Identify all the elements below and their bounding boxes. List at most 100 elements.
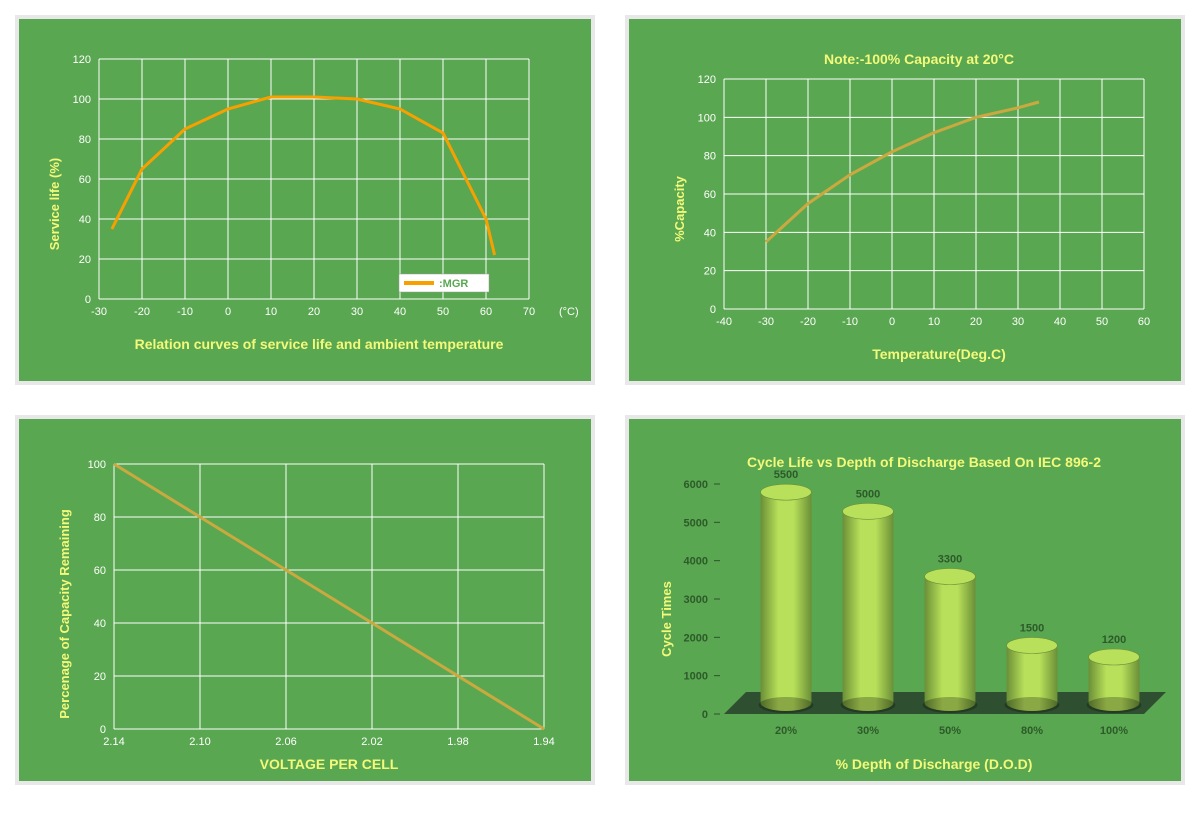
chart2-ylabel: %Capacity [672,175,687,242]
svg-text:20: 20 [970,316,982,328]
svg-text:-10: -10 [177,306,193,318]
svg-text:80: 80 [704,151,716,163]
svg-text:2.06: 2.06 [275,736,296,748]
svg-text:100: 100 [698,112,716,124]
chart1-plot-area: :MGR -30-20-10010203040506070 0204060801… [73,54,579,318]
chart4-xlabel: % Depth of Discharge (D.O.D) [836,756,1033,772]
svg-text:20: 20 [79,254,91,266]
chart-capacity-voltage: Percenage of Capacity Remaining 2.14 2.10… [15,415,595,785]
svg-text:-30: -30 [91,306,107,318]
svg-text:40: 40 [394,306,406,318]
svg-text:1500: 1500 [1020,623,1044,635]
svg-text:40: 40 [94,618,106,630]
svg-text:100%: 100% [1100,725,1128,737]
svg-text:80: 80 [94,512,106,524]
chart2-grid [724,79,1144,309]
chart2-yticks: 0 20 40 60 80 100 120 [698,74,716,316]
chart3-xlabel: VOLTAGE PER CELL [260,756,399,772]
svg-text:0: 0 [710,304,716,316]
chart2-xlabel: Temperature(Deg.C) [872,346,1006,362]
chart4-yticks: 0 1000 2000 3000 4000 5000 6000 [684,479,720,721]
svg-text:0: 0 [100,724,106,736]
svg-text:60: 60 [480,306,492,318]
svg-text:50: 50 [1096,316,1108,328]
svg-text:-20: -20 [134,306,150,318]
svg-text:30: 30 [1012,316,1024,328]
chart1-legend-label: :MGR [439,278,468,290]
svg-text:120: 120 [73,54,91,66]
chart3-yticks: 0 20 40 60 80 100 [88,459,106,736]
svg-text:-20: -20 [800,316,816,328]
svg-text:1.94: 1.94 [533,736,554,748]
chart4-bars: 5500 5000 3300 1500 1200 [759,469,1142,713]
svg-text:5500: 5500 [774,469,798,481]
chart3-svg: Percenage of Capacity Remaining 2.14 2.10… [39,439,579,779]
chart4-plot-area: 5500 5000 3300 1500 1200 0 1000 2000 3000 4000 50… [684,469,1166,737]
chart4-title: Cycle Life vs Depth of Discharge Based O… [747,454,1101,470]
chart1-svg: Service life (%) :MGR -30 -20 -10 0 10 20 30 40… [39,39,579,379]
chart2-xticks: -40 -30 -20 -10 0 10 20 30 40 50 60 [716,316,1150,328]
svg-text:-10: -10 [842,316,858,328]
chart-capacity-temp: Note:-100% Capacity at 20°C %Capacity -4… [625,15,1185,385]
svg-text:6000: 6000 [684,479,708,491]
svg-text:60: 60 [1138,316,1150,328]
chart1-yticks: 0 20 40 60 80 100 120 [73,54,91,306]
svg-text:10: 10 [265,306,277,318]
svg-text:40: 40 [79,214,91,226]
svg-text:0: 0 [85,294,91,306]
chart1-xticks: -30-20-10010203040506070 [91,306,535,318]
chart4-xticks: 20% 30% 50% 80% 100% [775,725,1128,737]
svg-text:70: 70 [523,306,535,318]
svg-text:3000: 3000 [684,594,708,606]
chart2-plot-area: -40 -30 -20 -10 0 10 20 30 40 50 60 0 20 40 60 80 100 12… [698,74,1150,328]
svg-text:0: 0 [702,709,708,721]
svg-text:2.14: 2.14 [103,736,124,748]
svg-text:1.98: 1.98 [447,736,468,748]
chart4-svg: Cycle Life vs Depth of Discharge Based O… [649,439,1169,779]
svg-text:1000: 1000 [684,671,708,683]
svg-text:40: 40 [704,227,716,239]
svg-text:60: 60 [94,565,106,577]
chart3-curve [114,464,544,729]
svg-text:1200: 1200 [1102,634,1126,646]
chart-cycle-life: Cycle Life vs Depth of Discharge Based O… [625,415,1185,785]
svg-text:60: 60 [704,189,716,201]
chart2-svg: Note:-100% Capacity at 20°C %Capacity -4… [649,39,1169,379]
chart1-xunit: (°C) [559,306,579,318]
svg-text:2.02: 2.02 [361,736,382,748]
svg-text:20%: 20% [775,725,797,737]
svg-text:50%: 50% [939,725,961,737]
chart2-title: Note:-100% Capacity at 20°C [824,51,1014,67]
chart3-plot-area: 2.14 2.10 2.06 2.02 1.98 1.94 0 20 40 60 80 100 [88,459,555,748]
svg-text:40: 40 [1054,316,1066,328]
svg-text:-40: -40 [716,316,732,328]
chart4-ylabel: Cycle Times [659,581,674,657]
svg-text:20: 20 [704,266,716,278]
svg-text:60: 60 [79,174,91,186]
svg-text:30: 30 [351,306,363,318]
svg-text:4000: 4000 [684,556,708,568]
chart2-curve [766,102,1039,242]
chart3-xticks: 2.14 2.10 2.06 2.02 1.98 1.94 [103,736,554,748]
svg-text:80: 80 [79,134,91,146]
svg-text:5000: 5000 [856,488,880,500]
chart1-ylabel: Service life (%) [47,158,62,251]
svg-text:80%: 80% [1021,725,1043,737]
svg-text:20: 20 [94,671,106,683]
svg-text:2000: 2000 [684,632,708,644]
svg-text:-30: -30 [758,316,774,328]
svg-text:30%: 30% [857,725,879,737]
svg-text:120: 120 [698,74,716,86]
svg-text:5000: 5000 [684,517,708,529]
chart1-title: Relation curves of service life and ambi… [135,336,504,352]
svg-text:10: 10 [928,316,940,328]
svg-text:20: 20 [308,306,320,318]
chart1-curve [112,97,495,255]
svg-text:100: 100 [73,94,91,106]
chart-service-life: Service life (%) :MGR -30 -20 -10 0 10 20 30 40… [15,15,595,385]
svg-text:0: 0 [889,316,895,328]
svg-text:100: 100 [88,459,106,471]
svg-text:3300: 3300 [938,554,962,566]
chart3-ylabel: Percenage of Capacity Remaining [57,509,72,719]
svg-text:2.10: 2.10 [189,736,210,748]
